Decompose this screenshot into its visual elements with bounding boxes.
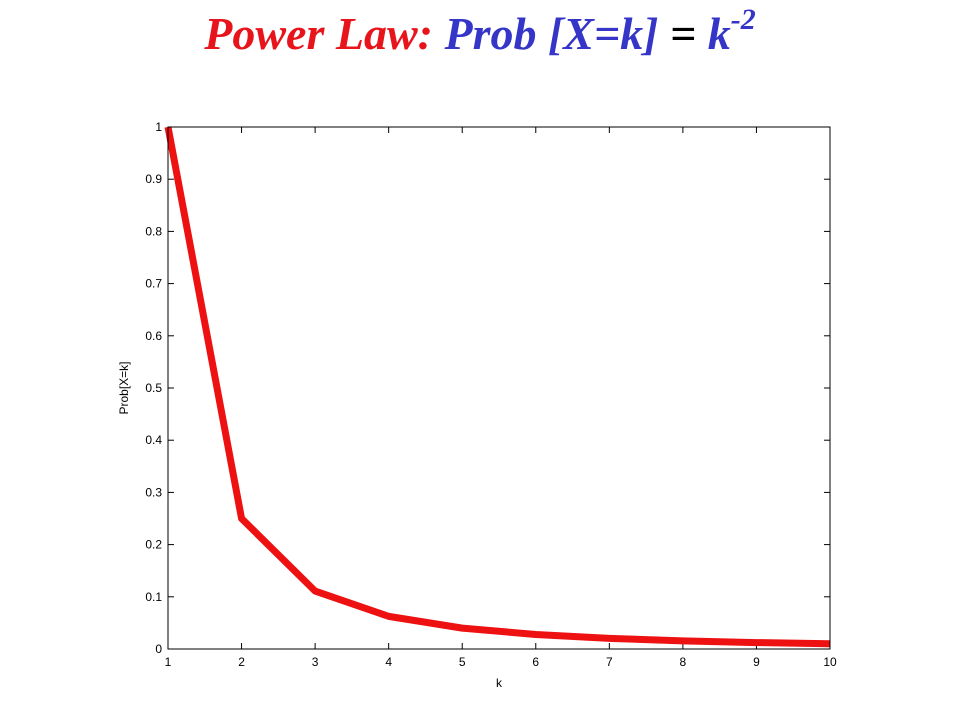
x-tick-label: 6 xyxy=(532,655,539,669)
y-tick-label: 0.7 xyxy=(145,277,162,291)
y-tick-label: 0.3 xyxy=(145,485,162,499)
title-expression: Prob [X=k] xyxy=(444,8,659,59)
x-tick-label: 4 xyxy=(385,655,392,669)
y-tick-label: 0.2 xyxy=(145,538,162,552)
slide-title: Power Law: Prob [X=k] = k-2 xyxy=(0,4,960,64)
x-tick-label: 10 xyxy=(823,655,837,669)
y-tick-label: 0.9 xyxy=(145,172,162,186)
axis-ticks xyxy=(167,126,831,650)
title-equals: = xyxy=(670,8,697,59)
tick-labels: 1 2 3 4 5 6 7 8 9 10 0 0.1 0.2 0.3 0.4 0.5 0.6 0.7 0.8 0.9 1 xyxy=(145,120,837,669)
title-prefix: Power Law: xyxy=(204,8,433,59)
y-tick-label: 0.6 xyxy=(145,329,162,343)
x-tick-label: 3 xyxy=(312,655,319,669)
series-line xyxy=(164,126,831,648)
x-tick-label: 2 xyxy=(238,655,245,669)
plot-frame xyxy=(167,126,831,650)
y-tick-label: 0.4 xyxy=(145,433,162,447)
x-tick-label: 8 xyxy=(680,655,687,669)
title-exponent: -2 xyxy=(730,2,756,36)
x-tick-label: 1 xyxy=(165,655,172,669)
y-axis-label: Prob[X=k] xyxy=(117,361,131,414)
y-tick-label: 0.8 xyxy=(145,224,162,238)
y-tick-label: 0.1 xyxy=(145,590,162,604)
title-base: k-2 xyxy=(707,4,756,59)
x-tick-label: 7 xyxy=(606,655,613,669)
y-tick-label: 1 xyxy=(155,120,162,134)
x-tick-label: 9 xyxy=(753,655,760,669)
x-axis-label: k xyxy=(496,676,503,690)
y-tick-label: 0.5 xyxy=(145,381,162,395)
chart-series xyxy=(164,126,831,648)
x-tick-label: 5 xyxy=(459,655,466,669)
title-base-letter: k xyxy=(707,8,731,59)
y-tick-label: 0 xyxy=(155,642,162,656)
